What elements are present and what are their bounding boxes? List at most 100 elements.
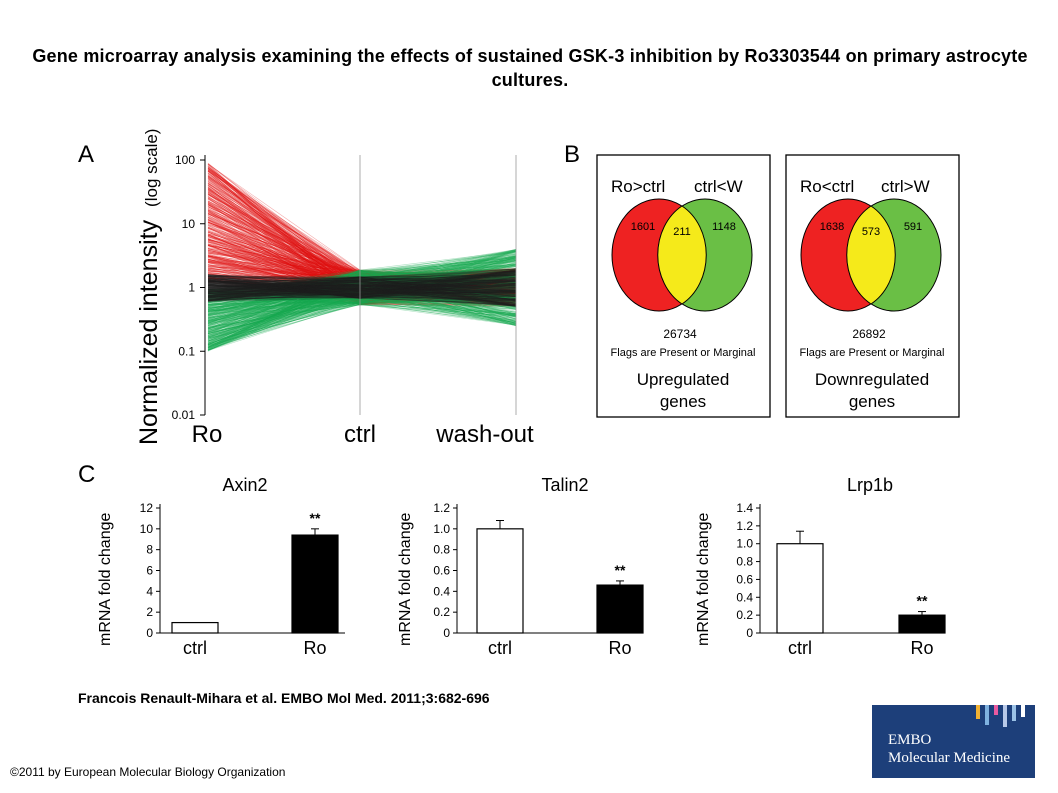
logo-stripe [976, 705, 980, 719]
venn-caption-1: Upregulated [637, 370, 730, 389]
bar-chart-ylabel: mRNA fold change [695, 512, 712, 646]
bar-chart-tick-label: 1.4 [736, 501, 753, 515]
bar-chart-tick-label: 0.4 [736, 590, 753, 604]
bar-chart-tick-label: 1.0 [433, 522, 450, 536]
panel-a-ylabel-main: Normalized intensity [135, 219, 163, 445]
bar [596, 584, 644, 634]
venn-note: Flags are Present or Marginal [800, 347, 945, 359]
panel-a-lines [207, 162, 517, 352]
bar-chart-tick-label: 1.2 [433, 501, 450, 515]
logo-stripe [1021, 705, 1025, 717]
embo-logo: EMBO Molecular Medicine [872, 705, 1035, 778]
y-tick-label: 0.01 [172, 408, 196, 422]
bar [171, 621, 219, 634]
venn-total: 26734 [663, 327, 697, 341]
bar [776, 543, 824, 634]
bar-chart-tick-label: 0.4 [433, 584, 450, 598]
venn-caption-2: genes [849, 392, 895, 411]
venn-total: 26892 [852, 327, 886, 341]
logo-stripe [1012, 705, 1016, 721]
venn-left-count: 1638 [820, 221, 844, 233]
bar-chart-title: Talin2 [541, 475, 588, 495]
bar-chart-xlabel: Ro [303, 638, 326, 658]
venn-overlap-count: 211 [673, 226, 691, 238]
logo-text: EMBO Molecular Medicine [888, 731, 1010, 767]
bar-chart-tick-label: 0 [746, 626, 753, 640]
logo-stripes [971, 705, 1025, 727]
panel-a-ylabel-suffix: (log scale) [142, 129, 161, 207]
venn-overlap [657, 205, 707, 305]
venn-upregulated: Ro>ctrl ctrl<W 1601 211 1148 26734 Flags… [596, 154, 771, 418]
bar-chart-tick-label: 0.6 [736, 572, 753, 586]
bar-chart-talin2: Talin2 mRNA fold change 0 0.2 0.4 0.6 0.8 1.0 1.… [397, 475, 644, 658]
y-tick-label: 1 [188, 281, 195, 295]
bar-chart-title: Lrp1b [847, 475, 893, 495]
bar-chart-tick-label: 4 [146, 584, 153, 598]
bar-chart-tick-label: 0 [443, 626, 450, 640]
significance-label: ** [615, 562, 626, 578]
bar-chart-xlabel: ctrl [788, 638, 812, 658]
panel-a-xlabel-ctrl: ctrl [344, 421, 376, 448]
bar-chart-ylabel: mRNA fold change [397, 512, 414, 646]
venn-downregulated: Ro<ctrl ctrl>W 1638 573 591 26892 Flags … [785, 154, 960, 418]
panel-label-b: B [564, 141, 580, 168]
bar-chart-axin2: Axin2 mRNA fold change 0 2 4 6 8 10 12 ctrl ** Ro [97, 475, 345, 658]
bar-chart-tick-label: 0.2 [736, 608, 753, 622]
bar-chart-xlabel: Ro [910, 638, 933, 658]
y-tick-label: 0.1 [178, 344, 195, 358]
logo-stripe [1003, 705, 1007, 727]
logo-stripe [985, 705, 989, 725]
venn-right-count: 1148 [712, 221, 736, 233]
bar [291, 534, 339, 634]
bar-chart-tick-label: 1.2 [736, 519, 753, 533]
bar-chart-tick-label: 0.6 [433, 564, 450, 578]
venn-caption-2: genes [660, 392, 706, 411]
logo-stripe [994, 705, 998, 715]
venn-overlap [846, 205, 896, 305]
bar-chart-tick-label: 0.8 [433, 543, 450, 557]
panel-a-yticks: 100 10 1 0.1 0.01 [172, 153, 205, 422]
copyright: ©2011 by European Molecular Biology Orga… [10, 765, 286, 779]
bar-chart-tick-label: 1.0 [736, 537, 753, 551]
venn-left-label: Ro>ctrl [611, 177, 665, 196]
venn-right-label: ctrl>W [881, 177, 930, 196]
bar-chart-tick-label: 10 [140, 522, 154, 536]
panel-label-c: C [78, 461, 95, 488]
venn-caption-1: Downregulated [815, 370, 929, 389]
logo-line-2: Molecular Medicine [888, 750, 1011, 766]
citation: Francois Renault-Mihara et al. EMBO Mol … [78, 690, 490, 706]
bar-chart-ylabel: mRNA fold change [97, 512, 114, 646]
venn-overlap-count: 573 [862, 226, 880, 238]
bar-chart-tick-label: 6 [146, 564, 153, 578]
significance-label: ** [310, 510, 321, 526]
venn-right-label: ctrl<W [694, 177, 743, 196]
panel-a-ylabel: Normalized intensity (log scale) [135, 129, 163, 445]
logo-line-1: EMBO [888, 732, 932, 748]
page-title: Gene microarray analysis examining the e… [32, 46, 1028, 90]
bar-chart-tick-label: 8 [146, 543, 153, 557]
bar-chart-xlabel: Ro [608, 638, 631, 658]
bar-chart-tick-label: 12 [140, 501, 154, 515]
panel-label-a: A [78, 141, 94, 168]
bar-chart-tick-label: 0 [146, 626, 153, 640]
venn-note: Flags are Present or Marginal [611, 347, 756, 359]
bar-chart-title: Axin2 [222, 475, 267, 495]
bar [476, 528, 524, 634]
bar-chart-tick-label: 2 [146, 605, 153, 619]
bar-chart-xlabel: ctrl [488, 638, 512, 658]
panel-a-xlabel-ro: Ro [192, 421, 223, 448]
significance-label: ** [917, 593, 928, 609]
venn-right-count: 591 [904, 221, 922, 233]
bar-chart-lrp1b: Lrp1b mRNA fold change 0 0.2 0.4 0.6 0.8 1.0 1.2… [695, 475, 946, 658]
bar-chart-xlabel: ctrl [183, 638, 207, 658]
bar [898, 614, 946, 634]
panel-a-line-chart: 100 10 1 0.1 0.01 Normalized intensity (log … [135, 129, 534, 448]
panel-a-xlabel-washout: wash-out [435, 421, 534, 448]
y-tick-label: 10 [182, 217, 196, 231]
y-tick-label: 100 [175, 153, 195, 167]
venn-left-label: Ro<ctrl [800, 177, 854, 196]
bar-chart-tick-label: 0.2 [433, 605, 450, 619]
venn-left-count: 1601 [631, 221, 655, 233]
bar-chart-tick-label: 0.8 [736, 555, 753, 569]
